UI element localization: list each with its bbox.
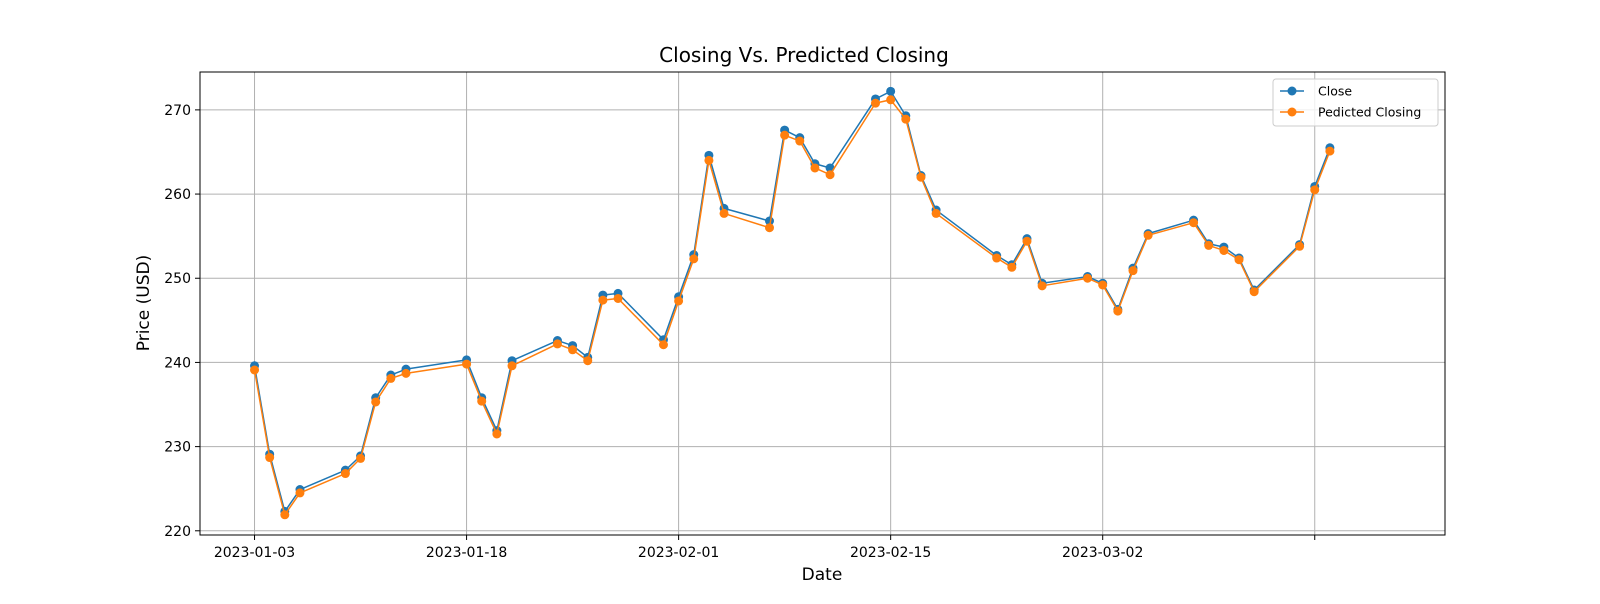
data-point-predicted (1310, 185, 1320, 195)
data-point-predicted (689, 254, 699, 264)
data-point-predicted (386, 373, 396, 383)
data-point-predicted (795, 136, 805, 146)
data-point-predicted (1037, 281, 1047, 291)
x-tick-label: 2023-02-15 (850, 545, 931, 561)
data-point-predicted (1325, 146, 1335, 156)
y-tick-label: 240 (164, 355, 191, 371)
x-tick-label: 2023-02-01 (638, 545, 719, 561)
data-point-predicted (492, 429, 502, 439)
data-point-predicted (265, 453, 275, 463)
plot-frame (199, 71, 1446, 536)
series-close (250, 86, 1335, 516)
data-point-predicted (658, 340, 668, 350)
data-point-predicted (1128, 266, 1138, 276)
data-point-predicted (901, 114, 911, 124)
data-point-predicted (568, 345, 578, 355)
data-point-predicted (462, 359, 472, 369)
data-point-close (886, 86, 896, 96)
data-point-predicted (1083, 273, 1093, 283)
y-tick-label: 260 (164, 187, 191, 203)
data-point-predicted (477, 396, 487, 406)
grid (200, 72, 1445, 535)
x-axis: 2023-01-03 2023-01-18 2023-02-01 2023-02-15… (214, 535, 1316, 561)
data-point-predicted (552, 339, 562, 349)
data-point-predicted (704, 155, 714, 165)
data-point-predicted (674, 296, 684, 306)
series-line-predicted (253, 99, 1331, 516)
y-tick-label: 220 (164, 524, 191, 540)
data-point-predicted (583, 356, 593, 366)
data-point-predicted (931, 208, 941, 218)
data-point-predicted (295, 488, 305, 498)
series-line-close (253, 90, 1331, 513)
data-point-predicted (1204, 240, 1214, 250)
legend-label-predicted: Pedicted Closing (1318, 105, 1421, 120)
data-point-predicted (250, 365, 260, 375)
series-predicted (250, 95, 1335, 520)
data-point-predicted (401, 368, 411, 378)
legend-marker-predicted (1287, 107, 1297, 117)
data-point-predicted (1234, 255, 1244, 265)
data-point-predicted (764, 223, 774, 233)
data-point-predicted (1007, 262, 1017, 272)
data-point-predicted (1113, 306, 1123, 316)
data-point-predicted (1143, 230, 1153, 240)
data-point-predicted (780, 130, 790, 140)
y-tick-label: 270 (164, 103, 191, 119)
data-point-predicted (1295, 241, 1305, 251)
data-point-predicted (1219, 245, 1229, 255)
data-point-predicted (356, 453, 366, 463)
data-point-predicted (719, 208, 729, 218)
legend-label-close: Close (1318, 84, 1352, 99)
y-axis-label: Price (USD) (134, 255, 154, 351)
legend: Close Pedicted Closing (1272, 78, 1439, 127)
x-tick-label: 2023-01-18 (426, 545, 507, 561)
x-tick-label: 2023-03-02 (1062, 545, 1143, 561)
data-point-close (764, 216, 774, 226)
data-point-predicted (992, 253, 1002, 263)
legend-marker-close (1287, 86, 1297, 96)
data-point-predicted (371, 397, 381, 407)
data-point-predicted (871, 98, 881, 108)
data-point-predicted (280, 510, 290, 520)
y-axis: 220 230 240 250 260 270 (164, 103, 200, 540)
x-tick-label: 2023-01-03 (214, 545, 295, 561)
data-point-predicted (810, 163, 820, 173)
data-point-predicted (886, 95, 896, 105)
data-point-predicted (825, 170, 835, 180)
data-point-predicted (1249, 287, 1259, 297)
y-tick-label: 250 (164, 271, 191, 287)
data-point-predicted (1098, 280, 1108, 290)
x-axis-label: Date (802, 565, 843, 585)
data-point-predicted (1022, 236, 1032, 246)
chart-title: Closing Vs. Predicted Closing (659, 43, 949, 67)
series-layer (250, 86, 1335, 520)
data-point-predicted (340, 469, 350, 479)
legend-box (1272, 78, 1439, 127)
y-tick-label: 230 (164, 440, 191, 456)
data-point-predicted (598, 295, 608, 305)
data-point-predicted (507, 361, 517, 371)
data-point-predicted (916, 172, 926, 182)
data-point-predicted (1189, 218, 1199, 228)
data-point-predicted (613, 293, 623, 303)
